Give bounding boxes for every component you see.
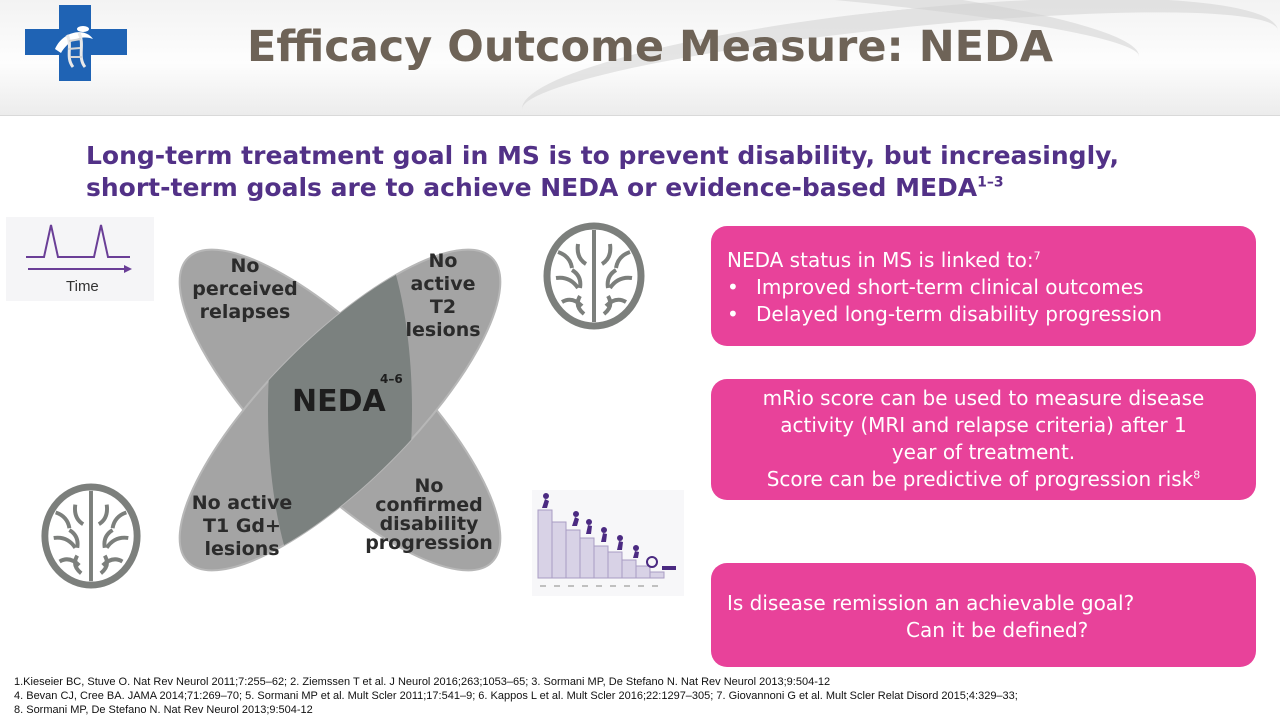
subtitle-reference: 1–3: [977, 174, 1004, 191]
neda-linked-heading: NEDA status in MS is linked to:7: [727, 248, 1041, 272]
mrio-line-3: year of treatment.: [891, 440, 1076, 464]
question-line-1: Is disease remission an achievable goal?: [727, 591, 1135, 615]
neda-linked-box: NEDA status in MS is linked to:7 • Improv…: [711, 226, 1256, 346]
references: 1.Kieseier BC, Stuve O. Nat Rev Neurol 2…: [14, 675, 1264, 717]
reference-line: 8. Sormani MP, De Stefano N. Nat Rev Neu…: [14, 704, 313, 716]
mrio-reference: 8: [1193, 468, 1201, 482]
bullet-icon: •: [727, 302, 739, 326]
label-no-confirmed-disability-progression: No confirmed disability progression: [365, 475, 493, 554]
disability-staircase-icon: [532, 490, 684, 596]
medical-cross-logo-icon: [25, 5, 127, 81]
label-no-perceived-relapses: No perceived relapses: [192, 255, 298, 323]
neda-center-label: NEDA: [292, 384, 386, 419]
bullet-icon: •: [727, 275, 739, 299]
mrio-line-2: activity (MRI and relapse criteria) afte…: [780, 413, 1187, 437]
slide-title: Efficacy Outcome Measure: NEDA: [246, 22, 1054, 72]
subtitle-line-2-text: short-term goals are to achieve NEDA or …: [86, 173, 978, 202]
question-line-2: Can it be defined?: [906, 618, 1089, 642]
petal-overlap-center: [268, 249, 413, 571]
brain-icon: [543, 222, 645, 330]
mrio-line-4: Score can be predictive of progression r…: [766, 467, 1201, 491]
neda-linked-reference: 7: [1033, 249, 1041, 263]
relapse-timeline-icon: [6, 217, 154, 301]
slide-header: Efficacy Outcome Measure: NEDA: [0, 0, 1280, 116]
label-no-active-t2-lesions: No active T2 lesions: [405, 250, 481, 341]
remission-question-box: Is disease remission an achievable goal?…: [711, 563, 1256, 667]
mrio-line-1: mRio score can be used to measure diseas…: [762, 386, 1205, 410]
mrio-score-box: mRio score can be used to measure diseas…: [711, 379, 1256, 500]
neda-petal-diagram: [178, 248, 502, 572]
label-no-active-t1-gd-lesions: No active T1 Gd+ lesions: [191, 492, 293, 560]
subtitle-line-1: Long-term treatment goal in MS is to pre…: [86, 141, 1119, 170]
subtitle-line-2: short-term goals are to achieve NEDA or …: [86, 172, 1206, 204]
brain-icon: [41, 483, 141, 589]
reference-line: 1.Kieseier BC, Stuve O. Nat Rev Neurol 2…: [14, 676, 831, 688]
slide-subtitle: Long-term treatment goal in MS is to pre…: [86, 140, 1206, 204]
reference-line: 4. Bevan CJ, Cree BA. JAMA 2014;71:269–7…: [14, 690, 1018, 702]
neda-linked-list: • Improved short-term clinical outcomes •…: [727, 274, 1240, 328]
time-axis-label: Time: [66, 278, 99, 295]
list-item: • Improved short-term clinical outcomes: [727, 275, 1144, 299]
neda-center-reference: 4–6: [380, 372, 403, 386]
list-item: • Delayed long-term disability progressio…: [727, 302, 1163, 326]
